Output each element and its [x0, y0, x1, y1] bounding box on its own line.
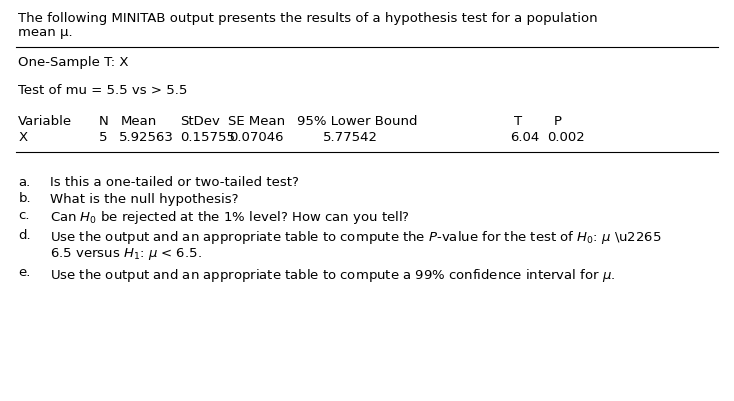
Text: Use the output and an appropriate table to compute a 99% confidence interval for: Use the output and an appropriate table …: [50, 266, 615, 283]
Text: a.: a.: [18, 176, 31, 188]
Text: Mean: Mean: [121, 115, 157, 128]
Text: StDev: StDev: [180, 115, 219, 128]
Text: 6.04: 6.04: [510, 131, 539, 144]
Text: 0.002: 0.002: [547, 131, 584, 144]
Text: Is this a one-tailed or two-tailed test?: Is this a one-tailed or two-tailed test?: [50, 176, 299, 188]
Text: One-Sample T: X: One-Sample T: X: [18, 56, 129, 69]
Text: Can $H_0$ be rejected at the 1% level? How can you tell?: Can $H_0$ be rejected at the 1% level? H…: [50, 209, 410, 225]
Text: N: N: [99, 115, 109, 128]
Text: 5.77542: 5.77542: [323, 131, 378, 144]
Text: 5.92563: 5.92563: [119, 131, 174, 144]
Text: 0.15755: 0.15755: [180, 131, 235, 144]
Text: 6.5 versus $H_1$: $\mu$ < 6.5.: 6.5 versus $H_1$: $\mu$ < 6.5.: [50, 245, 202, 261]
Text: mean μ.: mean μ.: [18, 26, 73, 39]
Text: 0.07046: 0.07046: [229, 131, 283, 144]
Text: c.: c.: [18, 209, 30, 221]
Text: 5: 5: [99, 131, 108, 144]
Text: Test of mu = 5.5 vs > 5.5: Test of mu = 5.5 vs > 5.5: [18, 84, 188, 97]
Text: What is the null hypothesis?: What is the null hypothesis?: [50, 192, 239, 205]
Text: T: T: [514, 115, 522, 128]
Text: P: P: [554, 115, 562, 128]
Text: e.: e.: [18, 266, 31, 279]
Text: X: X: [18, 131, 27, 144]
Text: d.: d.: [18, 229, 31, 242]
Text: SE Mean: SE Mean: [228, 115, 285, 128]
Text: The following MINITAB output presents the results of a hypothesis test for a pop: The following MINITAB output presents th…: [18, 12, 598, 25]
Text: Variable: Variable: [18, 115, 73, 128]
Text: Use the output and an appropriate table to compute the $P$-value for the test of: Use the output and an appropriate table …: [50, 229, 661, 246]
Text: b.: b.: [18, 192, 31, 205]
Text: 95% Lower Bound: 95% Lower Bound: [297, 115, 418, 128]
